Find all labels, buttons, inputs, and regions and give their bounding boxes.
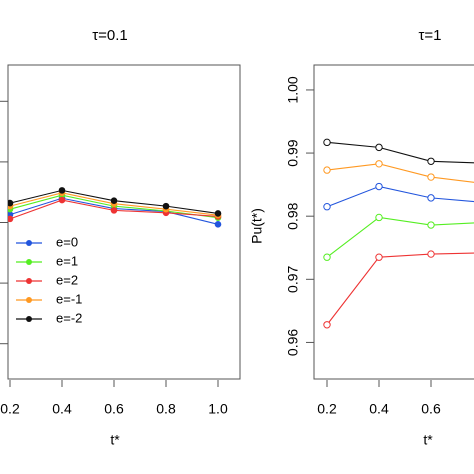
data-point (162, 202, 170, 210)
x-tick-label: 1.0 (208, 401, 228, 417)
legend-label: e=2 (56, 272, 78, 287)
x-tick-label: 0.2 (0, 401, 20, 417)
legend-label: e=-2 (56, 310, 82, 325)
data-point (8, 215, 14, 223)
y-tick-label: 0.98 (285, 202, 301, 229)
legend-label: e=1 (56, 253, 78, 268)
legend-swatch-marker (26, 240, 32, 246)
data-point (427, 250, 435, 258)
data-point (375, 213, 383, 222)
data-point (110, 207, 118, 214)
x-tick-label: 0.4 (369, 401, 389, 417)
x-tick-label: 0.4 (52, 401, 72, 417)
data-point (323, 166, 331, 174)
data-point (323, 203, 331, 211)
x-tick-label: 0.6 (104, 401, 124, 417)
panel-2-title: τ=1 (418, 27, 441, 44)
panel-1-title: τ=0.1 (92, 27, 128, 44)
data-point (427, 173, 435, 181)
panel-1-series-group (8, 187, 222, 228)
legend-label: e=-1 (56, 291, 82, 306)
y-axis-title: Pu(t*) (249, 208, 265, 244)
x-axis-title: t* (423, 432, 433, 448)
data-point (375, 143, 383, 152)
data-point (375, 182, 383, 191)
series-line-2 (326, 252, 474, 326)
legend-swatch-marker (26, 297, 32, 303)
y-tick-label: 0.97 (285, 265, 301, 292)
data-point (427, 157, 435, 165)
legend-swatch-marker (26, 316, 32, 322)
series-line-4 (326, 141, 474, 164)
data-point (323, 253, 331, 261)
x-tick-label: 0.6 (421, 401, 441, 417)
data-point (427, 194, 435, 202)
data-point (58, 196, 66, 204)
data-point (323, 321, 331, 329)
series-line-3 (326, 163, 474, 183)
series-line-0 (326, 185, 474, 208)
data-point (110, 197, 118, 204)
data-point (58, 187, 66, 194)
data-point (8, 199, 14, 207)
x-tick-label: 0.8 (156, 401, 176, 417)
y-tick-label: 1.00 (285, 76, 301, 103)
data-point (375, 253, 383, 261)
data-point (323, 138, 331, 147)
x-tick-label: 0.2 (317, 401, 337, 417)
series-line-1 (326, 216, 474, 258)
panel-2-plot-frame (313, 64, 474, 380)
data-point (375, 160, 383, 168)
legend-swatch-marker (26, 278, 32, 284)
data-point (427, 221, 435, 229)
legend-label: e=0 (56, 234, 78, 249)
data-point (214, 221, 222, 228)
panel-2-series-group (323, 138, 474, 329)
panel-1-plot-frame (7, 64, 241, 380)
x-axis-title: t* (110, 432, 120, 448)
y-tick-label: 0.99 (285, 139, 301, 166)
legend-swatch-marker (26, 259, 32, 265)
data-point (214, 210, 222, 217)
y-tick-label: 0.96 (285, 329, 301, 356)
